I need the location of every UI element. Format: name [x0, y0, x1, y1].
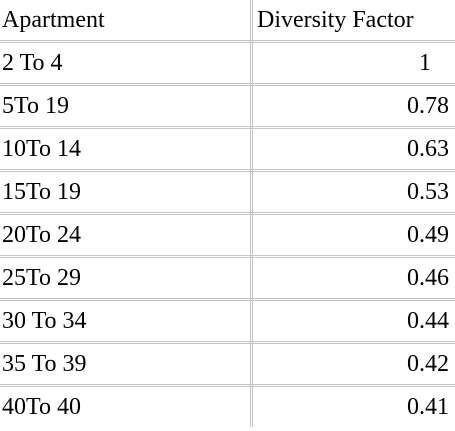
- factor-cell: 0.49: [251, 213, 455, 258]
- factor-cell: 0.78: [251, 84, 455, 129]
- apartment-cell: 25To 29: [0, 256, 253, 301]
- table-row: 40To 40 0.41: [0, 385, 455, 427]
- header-row: Apartment Diversity Factor: [0, 0, 455, 43]
- apartment-cell: 2 To 4: [0, 41, 253, 86]
- table-row: 10To 14 0.63: [0, 127, 455, 172]
- table-row: 25To 29 0.46: [0, 256, 455, 301]
- factor-cell: 0.53: [251, 170, 455, 215]
- table-row: 20To 24 0.49: [0, 213, 455, 258]
- apartment-cell: 20To 24: [0, 213, 253, 258]
- table-body: 2 To 4 1 5To 19 0.78 10To 14 0.63 15To 19 0.53 2…: [0, 41, 455, 427]
- apartment-cell: 15To 19: [0, 170, 253, 215]
- apartment-cell: 40To 40: [0, 385, 253, 427]
- factor-cell: 0.41: [407, 393, 449, 420]
- table-row: 30 To 34 0.44: [0, 299, 455, 344]
- factor-cell: 0.44: [251, 299, 455, 344]
- table-header: Apartment Diversity Factor: [0, 0, 455, 43]
- factor-cell: 0.42: [251, 342, 455, 387]
- factor-cell: 0.63: [251, 127, 455, 172]
- table-row: 35 To 39 0.42: [0, 342, 455, 387]
- apartment-cell: 10To 14: [0, 127, 253, 172]
- table-row: 15To 19 0.53: [0, 170, 455, 215]
- header-cell: Diversity Factor: [251, 0, 455, 43]
- factor-cell: 0.46: [251, 256, 455, 301]
- header-cell: Apartment: [0, 0, 253, 43]
- table-row: 5To 19 0.78: [0, 84, 455, 129]
- apartment-cell: 5To 19: [0, 84, 253, 129]
- factor-cell: 1: [251, 41, 455, 86]
- apartment-cell: 30 To 34: [0, 299, 253, 344]
- apartment-cell: 35 To 39: [0, 342, 253, 387]
